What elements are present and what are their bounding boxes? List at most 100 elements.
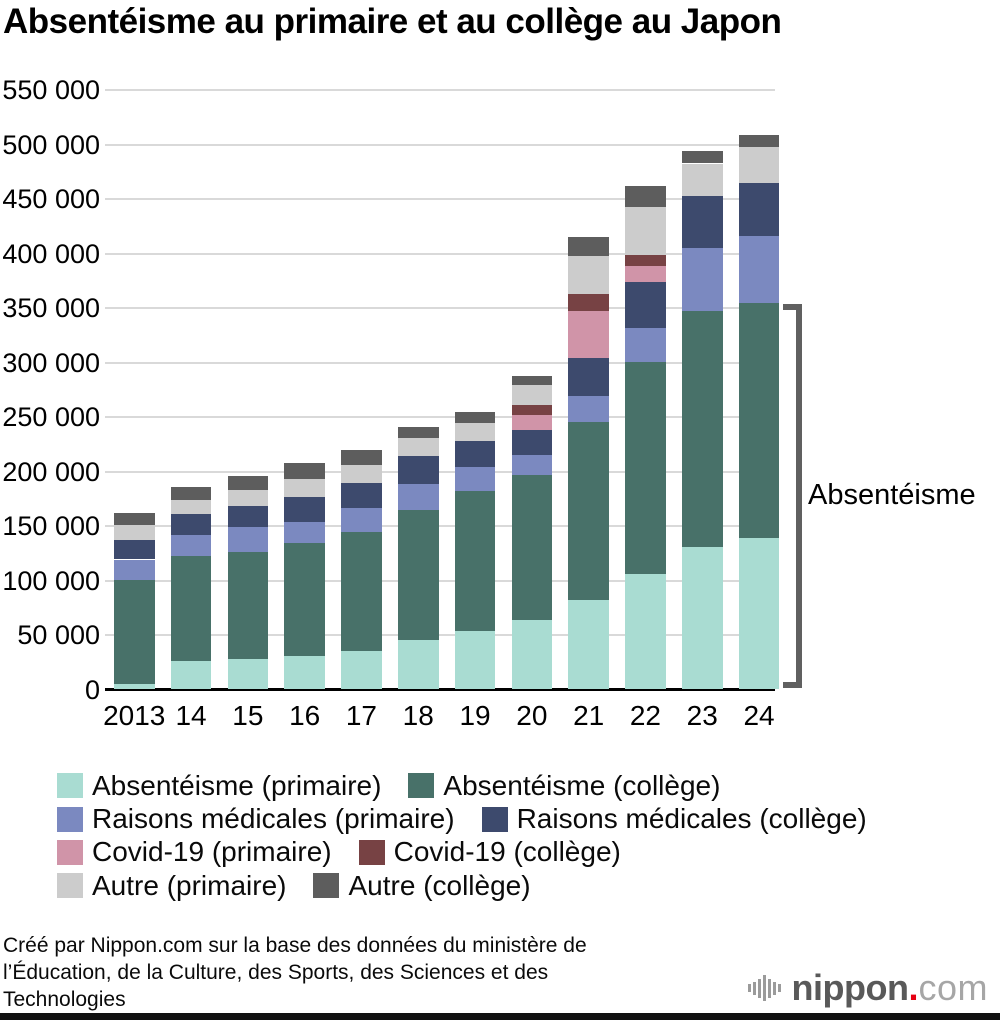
logo-tld: com [918,967,988,1008]
legend-label: Autre (primaire) [92,869,287,901]
soundwave-bar [772,981,776,995]
bar-segment [114,525,155,540]
y-axis-tick-label: 400 000 [2,238,100,269]
chart-title: Absentéisme au primaire et au collège au… [3,2,782,41]
gridline [105,361,775,364]
bar-segment [568,237,609,257]
legend-item: Autre (collège) [313,869,531,902]
bar-segment [284,496,325,522]
bar-segment [454,491,496,631]
bottom-accent-bar [0,1013,1000,1020]
bar-segment [682,311,723,547]
x-axis-tick-label: 22 [629,700,662,731]
bar-segment [625,281,666,328]
bar-segment [227,658,269,689]
legend-item: Absentéisme (primaire) [57,770,381,802]
legend-label: Autre (collège) [348,869,531,901]
bar-segment [568,256,609,294]
bar-segment [625,574,666,689]
y-axis-tick-label: 150 000 [2,511,100,542]
bar-segment [738,134,780,148]
bar-segment [568,600,609,689]
bar-segment [341,507,382,532]
bar-segment [170,660,212,689]
bar-segment [625,362,666,575]
bar-segment [114,512,155,526]
bar-segment [738,302,780,539]
legend-item: Absentéisme (collège) [408,770,720,802]
soundwave-bar [757,978,761,998]
bar-segment [738,183,780,237]
legend-swatch [57,839,83,865]
x-axis-tick-label: 2013 [103,700,166,731]
bar-segment [341,450,382,465]
legend-swatch [358,839,385,865]
bar-segment [170,534,212,556]
bar-segment [284,543,325,656]
bar-segment [568,358,609,396]
legend-swatch [57,773,83,799]
soundwave-bar [767,978,771,998]
bar-segment [227,476,269,490]
legend-swatch [57,806,83,832]
x-axis-tick-label: 14 [175,700,207,731]
bar-segment [568,293,609,311]
bar-segment [227,551,269,659]
gridline [105,416,775,419]
legend-swatch [313,873,340,899]
bar-segment [398,438,439,456]
y-axis-tick-label: 500 000 [2,129,100,160]
bar-segment [398,455,439,484]
bar-segment [625,254,666,266]
bar-segment [454,630,496,689]
y-axis-tick-label: 350 000 [2,293,100,324]
bar-segment [284,478,325,497]
bar-segment [341,531,382,651]
bar-segment [625,327,666,363]
logo-dot: . [908,967,919,1008]
legend-item: Raisons médicales (primaire) [57,803,455,835]
x-axis-tick-label: 21 [573,700,605,731]
legend: Absentéisme (primaire) Absentéisme (collè… [57,769,894,903]
x-axis-tick-label: 15 [232,700,264,731]
bar-segment [511,405,553,416]
x-axis-tick-label: 19 [459,700,491,731]
legend-row: Autre (primaire) Autre (collège) [57,869,894,902]
bar-segment [682,546,723,689]
soundwave-icon [747,975,783,1001]
plot-area: 0 50 000 100 000 150 000 200 000 250 000 300 0… [2,75,780,731]
gridline [105,307,775,310]
x-axis-tick-label: 23 [686,700,718,731]
legend-row: Absentéisme (primaire) Absentéisme (collè… [57,769,894,802]
bar-segment [511,385,553,406]
bar-segment [511,415,553,431]
bar-segment [568,395,609,422]
bar-segment [625,186,666,208]
legend-label: Absentéisme (collège) [443,769,721,801]
x-axis-tick-label: 16 [289,700,321,731]
soundwave-bar [777,984,781,992]
bar-segment [511,619,553,689]
gridline [105,525,775,528]
logo-text: nippon.com [792,970,988,1006]
legend-item: Covid-19 (collège) [358,836,621,868]
bar-segment [682,163,723,196]
legend-label: Absentéisme (primaire) [92,769,382,801]
x-axis-tick-label: 18 [402,700,434,731]
bar-segment [341,650,382,689]
bar-segment [398,483,439,510]
logo-name: nippon [791,967,909,1008]
source-note: Créé par Nippon.com sur la base des donn… [3,932,587,1013]
legend-row: Covid-19 (primaire) Covid-19 (collège) [57,836,894,869]
source-note-line: Créé par Nippon.com sur la base des donn… [3,934,587,957]
bar-segment [170,487,212,500]
legend-swatch [408,773,435,799]
bar-segment [398,640,439,689]
soundwave-bar [752,981,756,995]
bar-segment [625,265,666,282]
bar-segment [398,509,439,641]
x-axis-tick-label: 17 [345,700,378,731]
bar-segment [227,506,269,528]
gridline [105,634,775,637]
x-axis-tick-label: 20 [516,700,548,731]
